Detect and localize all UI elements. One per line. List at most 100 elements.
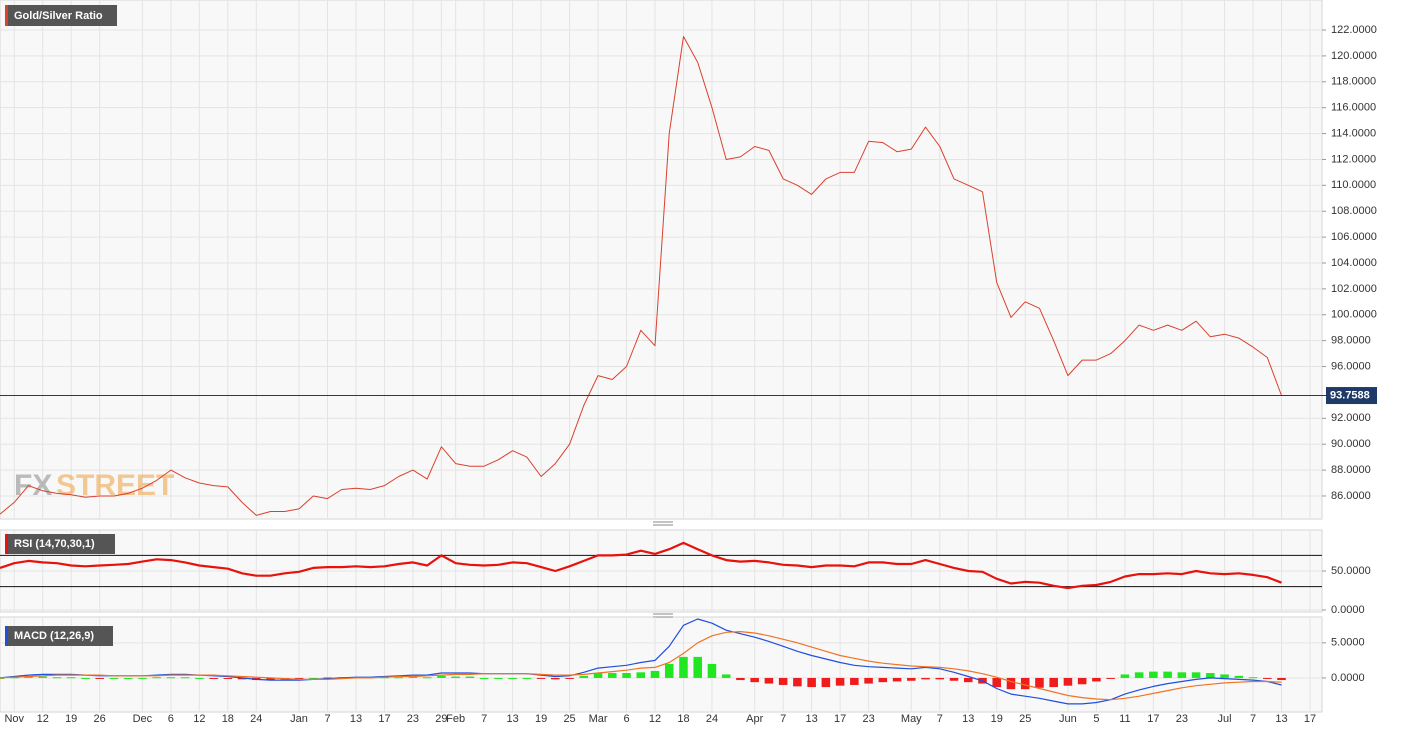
legend: RSI (14,70,30,1) [5,534,115,554]
y-tick-label: 98.0000 [1331,335,1371,347]
legend: Gold/Silver Ratio [5,5,117,26]
histogram-bar [764,677,774,684]
histogram-bar [636,672,646,678]
histogram-bar [907,677,916,681]
x-tick-label: 24 [706,713,718,725]
histogram-bar [536,677,546,679]
histogram-bar [1134,672,1144,678]
histogram-bar [166,677,176,679]
x-tick-label: 18 [222,713,234,725]
y-tick-label: 0.0000 [1331,604,1365,616]
y-tick-label: 114.0000 [1331,127,1376,139]
histogram-bar [664,663,674,678]
x-tick-label: Nov [4,713,24,725]
histogram-bar [1049,677,1058,688]
histogram-bar [422,677,432,679]
histogram-bar [109,677,119,679]
histogram-bar [437,675,446,678]
x-tick-label: 7 [780,713,786,725]
x-tick-label: Mar [589,713,608,725]
line [0,541,1282,590]
histogram-bar [622,673,631,678]
histogram-bar [451,676,460,678]
y-tick-label: 122.0000 [1331,24,1377,36]
histogram-bar [992,677,1002,688]
histogram-bar [650,670,660,678]
histogram-bar [750,677,759,683]
legend: MACD (12,26,9) [5,626,113,646]
x-tick-label: 13 [506,713,518,725]
histogram-bar [1220,674,1229,678]
histogram-bar [793,677,802,687]
histogram-bar [323,677,332,679]
histogram-bar [209,677,218,679]
y-tick-label: 5.0000 [1331,637,1365,649]
line [0,631,1282,701]
x-tick-label: 17 [1304,713,1316,725]
x-tick-label: Jan [290,713,308,725]
histogram-bar [608,673,617,678]
x-tick-label: 25 [1019,713,1031,725]
histogram-bar [1206,673,1215,678]
histogram-bar [864,677,873,684]
histogram-bar [81,677,90,679]
x-tick-label: May [901,713,922,725]
histogram-bar [1092,677,1101,682]
resize-handle[interactable] [653,613,673,618]
x-tick-label: 12 [37,713,49,725]
current-value-label: 93.7588 [1330,389,1370,401]
histogram-bar [1163,671,1172,678]
histogram-bar [38,676,47,678]
x-tick-label: 29 [435,713,447,725]
histogram-bar [721,674,731,678]
histogram-bar [479,677,489,679]
histogram-bar [138,677,147,679]
histogram-bar [195,677,204,679]
x-tick-label: 7 [937,713,943,725]
y-tick-label: 112.0000 [1331,153,1376,165]
histogram-bar [0,677,5,679]
histogram-bar [1248,677,1258,679]
x-tick-label: 7 [324,713,330,725]
x-tick-label: Feb [446,713,465,725]
x-tick-label: 23 [1176,713,1188,725]
x-tick-label: 19 [65,713,77,725]
x-tick-label: 7 [1250,713,1256,725]
x-tick-label: 6 [168,713,174,725]
histogram-bar [1006,677,1016,690]
histogram-bar [508,677,517,679]
histogram-bar [821,677,831,688]
histogram-bar [807,677,816,688]
histogram-bar [522,677,532,679]
x-tick-label: 19 [991,713,1003,725]
x-tick-label: 11 [1119,713,1130,725]
x-tick-label: Jul [1218,713,1232,725]
histogram-bar [935,677,945,680]
histogram-bar [1263,677,1272,679]
y-tick-label: 116.0000 [1331,102,1376,114]
histogram-bar [551,677,560,680]
histogram-bar [679,656,688,678]
histogram-bar [408,676,418,678]
histogram-bar [1077,677,1087,685]
resize-handle[interactable] [653,521,673,526]
x-tick-label: 7 [481,713,487,725]
watermark: FX [14,469,52,502]
x-tick-label: 25 [563,713,575,725]
x-tick-label: 13 [350,713,362,725]
histogram-bar [1177,672,1187,678]
histogram-bar [565,677,574,679]
histogram-bar [294,677,304,679]
histogram-bar [579,675,589,678]
x-tick-label: 12 [649,713,661,725]
chart-title: MACD (12,26,9) [14,630,94,642]
y-tick-label: 100.0000 [1331,309,1377,321]
histogram-bar [394,677,403,679]
histogram-bar [465,676,475,678]
y-tick-label: 0.0000 [1331,672,1365,684]
x-tick-label: 26 [94,713,106,725]
histogram-bar [1234,675,1244,678]
x-tick-label: Apr [746,713,763,725]
